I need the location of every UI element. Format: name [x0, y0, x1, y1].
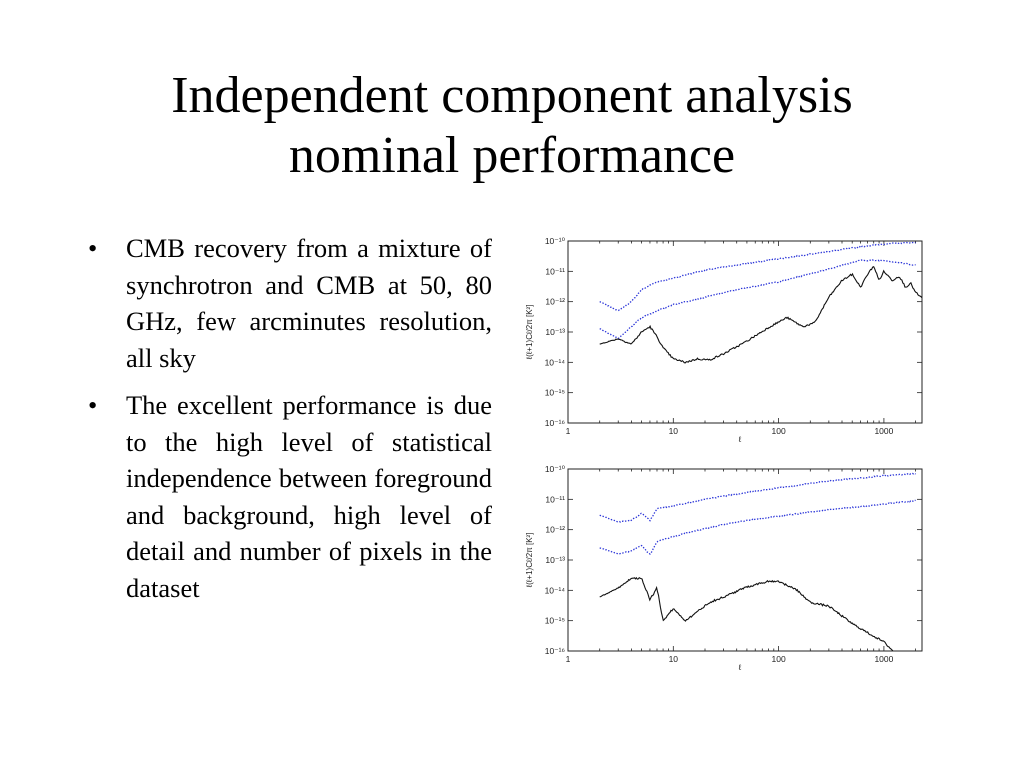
title-line-2: nominal performance	[288, 127, 736, 184]
y-tick-label: 10⁻¹⁰	[545, 236, 566, 246]
y-tick-label: 10⁻¹³	[545, 327, 565, 337]
y-tick-label: 10⁻¹¹	[545, 494, 565, 504]
x-tick-label: 10	[669, 654, 679, 664]
y-tick-label: 10⁻¹⁴	[545, 357, 566, 367]
y-tick-label: 10⁻¹²	[545, 297, 565, 307]
dotted-spectrum-line	[599, 472, 916, 523]
plot-frame	[567, 240, 923, 424]
x-tick-label: 1	[566, 426, 571, 436]
power-spectrum-plot-top: 1 10 100 1000 10⁻¹⁶ 10⁻¹⁵ 10⁻¹⁴ 10⁻¹³ 10⁻¹² 10⁻¹¹…	[520, 232, 930, 444]
x-tick-label: 100	[772, 426, 786, 436]
bullet-text: CMB recovery from a mixture of synchrotr…	[126, 233, 492, 373]
bullet-text: The excellent performance is due to the …	[126, 390, 492, 603]
y-tick-label: 10⁻¹⁶	[545, 646, 565, 656]
y-tick-label: 10⁻¹⁵	[545, 388, 565, 398]
power-spectrum-chart-top: 1 10 100 1000 10⁻¹⁶ 10⁻¹⁵ 10⁻¹⁴ 10⁻¹³ 10⁻¹² 10⁻¹¹…	[525, 236, 923, 444]
x-tick-label: 1000	[874, 654, 893, 664]
solid-spectrum-line	[599, 265, 922, 364]
y-axis-label: ℓ(ℓ+1)Cℓ/2π [K²]	[525, 305, 534, 361]
x-tick-label: 1000	[874, 426, 893, 436]
y-axis-label: ℓ(ℓ+1)Cℓ/2π [K²]	[525, 533, 534, 589]
bullet-item: • CMB recovery from a mixture of synchro…	[86, 230, 492, 376]
power-spectrum-chart-bottom: 1 10 100 1000 10⁻¹⁶ 10⁻¹⁵ 10⁻¹⁴ 10⁻¹³ 10⁻¹² 10⁻¹¹…	[525, 464, 923, 672]
x-tick-label: 10	[669, 426, 679, 436]
x-tick-label: 100	[772, 654, 786, 664]
power-spectrum-plot-bottom: 1 10 100 1000 10⁻¹⁶ 10⁻¹⁵ 10⁻¹⁴ 10⁻¹³ 10⁻¹² 10⁻¹¹…	[520, 460, 930, 672]
y-tick-label: 10⁻¹⁶	[545, 418, 565, 428]
plot-frame	[567, 468, 923, 652]
y-tick-label: 10⁻¹⁴	[545, 585, 566, 595]
y-tick-label: 10⁻¹²	[545, 525, 565, 535]
x-axis-label: ℓ	[738, 435, 742, 444]
bullet-list: • CMB recovery from a mixture of synchro…	[86, 230, 492, 617]
solid-spectrum-line	[599, 576, 894, 651]
x-tick-label: 1	[566, 654, 571, 664]
x-axis-label: ℓ	[738, 663, 742, 672]
bullet-icon: •	[88, 233, 98, 263]
bullet-icon: •	[88, 390, 98, 420]
slide-title: Independent component analysis nominal p…	[0, 66, 1024, 186]
dotted-spectrum-line	[599, 241, 916, 312]
y-tick-label: 10⁻¹¹	[545, 266, 565, 276]
title-line-1: Independent component analysis	[171, 67, 853, 124]
y-tick-label: 10⁻¹⁵	[545, 616, 565, 626]
dotted-spectrum-line	[599, 259, 916, 340]
dotted-spectrum-line	[599, 499, 916, 556]
y-tick-label: 10⁻¹³	[545, 555, 565, 565]
bullet-item: • The excellent performance is due to th…	[86, 387, 492, 606]
y-tick-label: 10⁻¹⁰	[545, 464, 566, 474]
